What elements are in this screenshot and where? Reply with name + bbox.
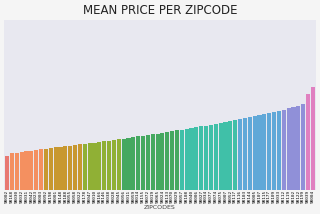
Bar bbox=[73, 145, 77, 190]
Bar bbox=[112, 140, 116, 190]
Bar bbox=[10, 153, 14, 190]
Bar bbox=[49, 148, 53, 190]
Bar bbox=[185, 129, 189, 190]
Bar bbox=[277, 111, 281, 190]
Bar bbox=[83, 144, 87, 190]
Bar bbox=[243, 118, 247, 190]
Bar bbox=[29, 151, 33, 190]
Bar bbox=[223, 122, 228, 190]
Bar bbox=[296, 106, 300, 190]
Bar bbox=[199, 126, 203, 190]
Bar bbox=[311, 87, 315, 190]
Bar bbox=[214, 124, 218, 190]
Bar bbox=[189, 128, 194, 190]
Bar bbox=[131, 137, 135, 190]
Bar bbox=[97, 142, 101, 190]
Bar bbox=[267, 113, 271, 190]
Bar bbox=[88, 143, 92, 190]
Bar bbox=[20, 152, 24, 190]
Bar bbox=[306, 94, 310, 190]
Bar bbox=[287, 108, 291, 190]
Bar bbox=[272, 112, 276, 190]
Bar bbox=[160, 133, 164, 190]
Bar bbox=[204, 125, 208, 190]
Bar bbox=[151, 134, 155, 190]
Bar bbox=[136, 137, 140, 190]
Bar bbox=[252, 116, 257, 190]
Bar bbox=[301, 104, 305, 190]
Bar bbox=[233, 120, 237, 190]
Bar bbox=[228, 121, 232, 190]
Bar bbox=[258, 116, 261, 190]
Bar bbox=[24, 152, 28, 190]
Bar bbox=[209, 125, 213, 190]
Bar bbox=[219, 123, 223, 190]
Bar bbox=[262, 114, 267, 190]
Bar bbox=[117, 139, 121, 190]
Bar bbox=[248, 117, 252, 190]
Bar bbox=[194, 127, 198, 190]
Bar bbox=[126, 138, 131, 190]
Bar bbox=[34, 150, 38, 190]
Title: MEAN PRICE PER ZIPCODE: MEAN PRICE PER ZIPCODE bbox=[83, 4, 237, 17]
Bar bbox=[59, 147, 62, 190]
Bar bbox=[68, 146, 72, 190]
Bar bbox=[156, 134, 160, 190]
Bar bbox=[15, 153, 19, 190]
Bar bbox=[44, 149, 48, 190]
Bar bbox=[63, 146, 68, 190]
Bar bbox=[146, 135, 150, 190]
Bar bbox=[39, 149, 43, 190]
Bar bbox=[292, 107, 296, 190]
Bar bbox=[238, 119, 242, 190]
Bar bbox=[180, 130, 184, 190]
Bar bbox=[141, 136, 145, 190]
Bar bbox=[282, 110, 286, 190]
Bar bbox=[53, 147, 58, 190]
Bar bbox=[102, 141, 106, 190]
Bar bbox=[78, 144, 82, 190]
Bar bbox=[107, 141, 111, 190]
Bar bbox=[175, 131, 179, 190]
Bar bbox=[170, 131, 174, 190]
X-axis label: ZIPCODES: ZIPCODES bbox=[144, 205, 176, 210]
Bar bbox=[92, 143, 97, 190]
Bar bbox=[165, 132, 169, 190]
Bar bbox=[122, 138, 126, 190]
Bar bbox=[5, 156, 9, 190]
